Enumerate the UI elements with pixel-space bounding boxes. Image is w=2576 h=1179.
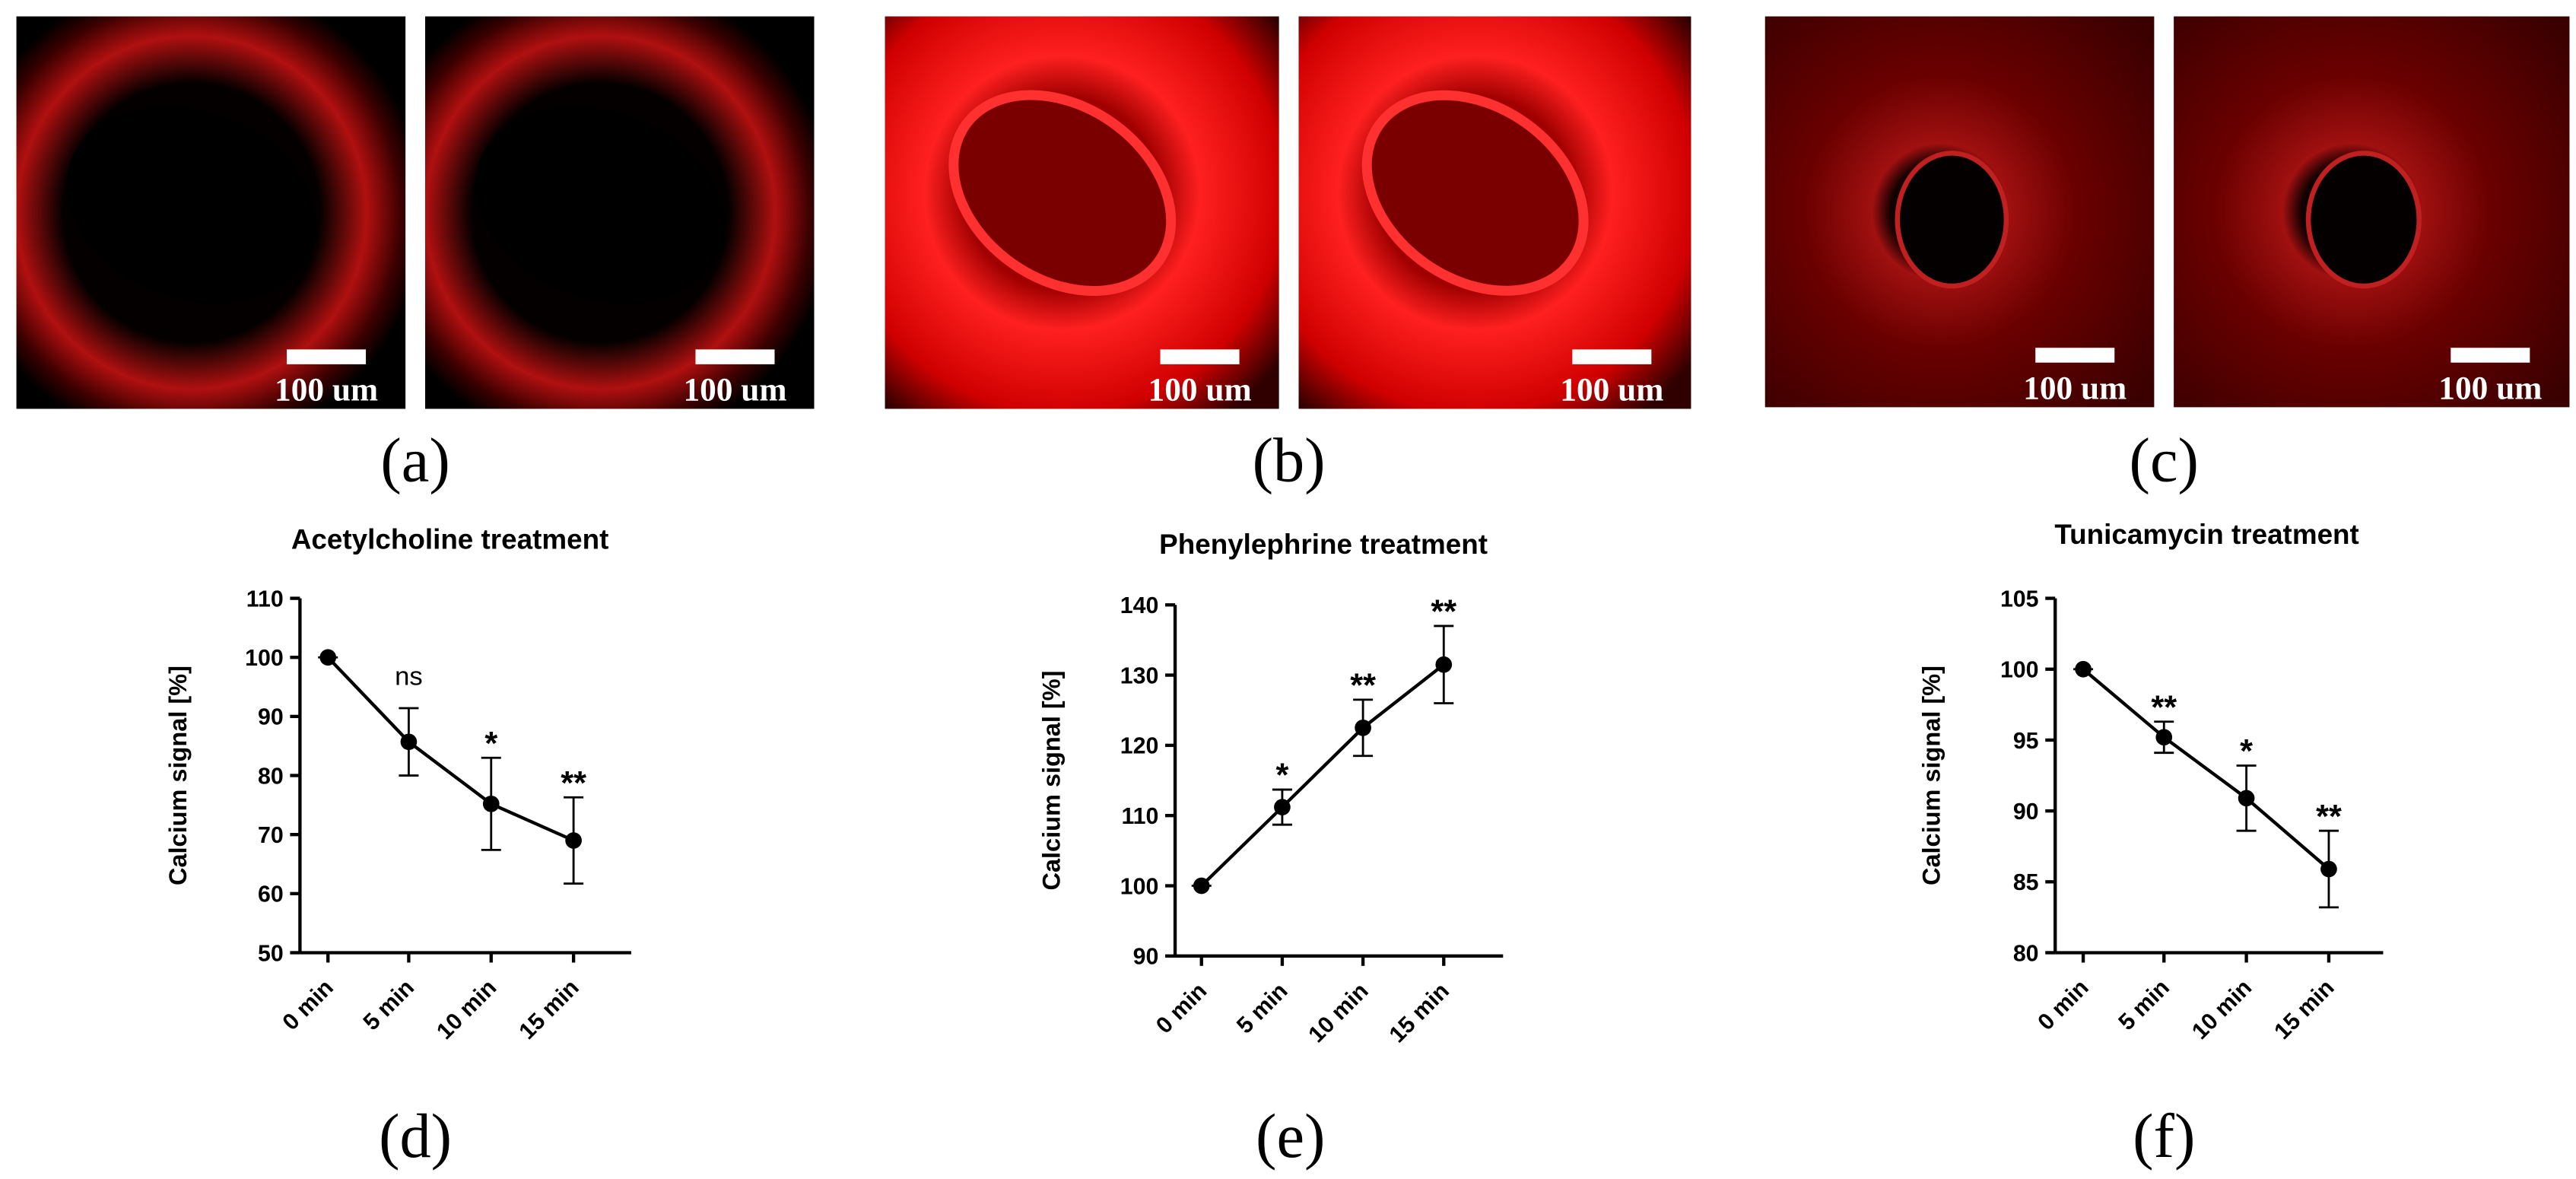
y-axis-label: Calcium signal [%] [1037, 671, 1065, 891]
data-point [400, 733, 418, 751]
x-tick-label: 15 min [2269, 975, 2339, 1044]
chart-title: Acetylcholine treatment [291, 524, 609, 555]
x-tick-label: 5 min [359, 975, 419, 1035]
significance-label: ** [2151, 689, 2177, 726]
panel-label: (b) [1253, 426, 1326, 495]
panel-label: (d) [379, 1101, 452, 1171]
data-line [326, 656, 574, 842]
significance-label: ** [1350, 668, 1376, 704]
scale-bar-label: 100 um [1148, 372, 1252, 408]
vessel-lumen [1895, 151, 2009, 289]
scale-bar-label: 100 um [275, 372, 378, 408]
scale-bar-label: 100 um [2438, 370, 2542, 406]
y-tick-label: 100 [1120, 874, 1159, 899]
scale-bar [2035, 348, 2115, 363]
vessel-wall [1361, 90, 1589, 296]
panel-label: (f) [2133, 1101, 2195, 1171]
data-point [319, 649, 337, 666]
data-line [1200, 663, 1445, 888]
scale-bar [1160, 349, 1240, 364]
y-tick-label: 120 [1120, 734, 1159, 759]
y-axis-label: Calcium signal [%] [164, 666, 192, 885]
chart-title: Phenylephrine treatment [1159, 529, 1488, 560]
y-tick-label: 70 [258, 823, 284, 848]
data-point [482, 795, 500, 812]
chart-title: Tunicamycin treatment [2054, 519, 2358, 550]
scale-bar [2451, 348, 2530, 363]
panel-label: (e) [1256, 1101, 1325, 1171]
y-tick-label: 110 [246, 586, 284, 612]
vessel-lumen [66, 106, 316, 304]
x-tick-label: 0 min [1151, 978, 1212, 1038]
vessel-lumen [2305, 151, 2422, 289]
y-tick-label: 50 [258, 941, 284, 966]
vessel-wall [948, 90, 1177, 297]
y-tick-label: 100 [2000, 658, 2039, 683]
scale-bar-label: 100 um [683, 372, 786, 408]
data-point [1435, 656, 1453, 673]
data-point [1355, 719, 1371, 736]
significance-label: ns [395, 663, 423, 691]
significance-label: * [484, 726, 497, 762]
y-axis-label: Calcium signal [%] [1918, 666, 1945, 885]
y-tick-label: 90 [2013, 799, 2039, 825]
significance-label: ** [2316, 799, 2342, 835]
scale-bar-label: 100 um [2023, 370, 2127, 406]
x-tick-label: 15 min [1385, 978, 1454, 1047]
vessel-lumen [475, 106, 726, 304]
x-tick-label: 0 min [278, 975, 338, 1035]
data-point [2238, 790, 2255, 807]
significance-label: ** [1431, 594, 1456, 631]
y-tick-label: 90 [1133, 945, 1159, 970]
scale-bar [695, 349, 775, 364]
y-tick-label: 80 [258, 764, 284, 789]
x-tick-label: 5 min [1232, 978, 1292, 1038]
x-tick-label: 0 min [2033, 975, 2093, 1035]
y-tick-label: 130 [1120, 663, 1159, 688]
scale-bar [1572, 349, 1652, 364]
scale-bar [287, 349, 367, 364]
y-tick-label: 110 [1121, 804, 1158, 829]
y-tick-label: 60 [258, 882, 284, 907]
y-tick-label: 100 [245, 646, 284, 671]
y-tick-label: 105 [2000, 586, 2039, 612]
y-tick-label: 90 [258, 705, 284, 730]
x-tick-label: 10 min [432, 975, 501, 1044]
data-point [1274, 799, 1291, 815]
panel-label: (a) [380, 426, 449, 495]
y-tick-label: 80 [2013, 941, 2039, 966]
panel-label: (c) [2130, 426, 2199, 495]
significance-label: * [2240, 733, 2253, 770]
x-tick-label: 15 min [514, 975, 583, 1044]
y-tick-label: 140 [1120, 593, 1159, 618]
y-tick-label: 85 [2013, 870, 2039, 895]
y-tick-label: 95 [2013, 729, 2039, 754]
data-point [565, 832, 582, 849]
data-point [2320, 860, 2337, 878]
x-tick-label: 5 min [2114, 975, 2174, 1035]
data-point [2155, 729, 2173, 746]
x-tick-label: 10 min [2187, 975, 2257, 1044]
data-line [2082, 668, 2330, 871]
x-tick-label: 10 min [1304, 978, 1373, 1047]
scale-bar-label: 100 um [1560, 372, 1663, 408]
significance-label: ** [561, 765, 586, 802]
significance-label: * [1275, 758, 1288, 794]
data-point [2075, 660, 2092, 678]
data-point [1193, 877, 1210, 895]
